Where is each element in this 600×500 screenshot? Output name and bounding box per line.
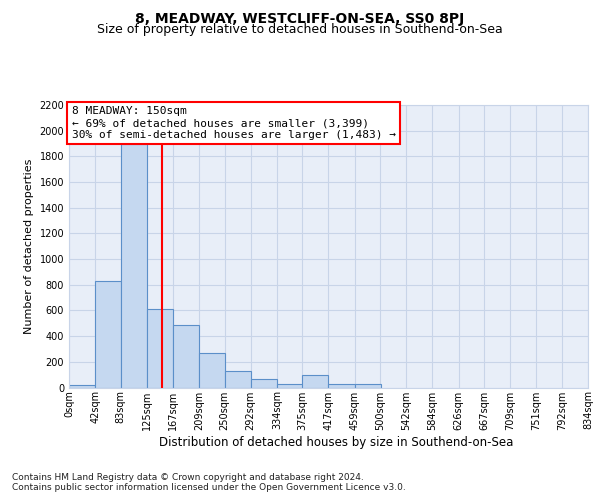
Bar xyxy=(302,374,329,388)
Bar xyxy=(199,354,225,388)
Bar xyxy=(277,384,303,388)
Text: Contains HM Land Registry data © Crown copyright and database right 2024.: Contains HM Land Registry data © Crown c… xyxy=(12,472,364,482)
Text: 8 MEADWAY: 150sqm
← 69% of detached houses are smaller (3,399)
30% of semi-detac: 8 MEADWAY: 150sqm ← 69% of detached hous… xyxy=(71,106,395,140)
Text: Contains public sector information licensed under the Open Government Licence v3: Contains public sector information licen… xyxy=(12,484,406,492)
Bar xyxy=(95,281,121,388)
Bar xyxy=(224,371,251,388)
Bar xyxy=(147,309,173,388)
Bar xyxy=(121,144,147,388)
Text: Size of property relative to detached houses in Southend-on-Sea: Size of property relative to detached ho… xyxy=(97,22,503,36)
Bar xyxy=(355,384,381,388)
Text: 8, MEADWAY, WESTCLIFF-ON-SEA, SS0 8PJ: 8, MEADWAY, WESTCLIFF-ON-SEA, SS0 8PJ xyxy=(136,12,464,26)
Text: Distribution of detached houses by size in Southend-on-Sea: Distribution of detached houses by size … xyxy=(159,436,513,449)
Y-axis label: Number of detached properties: Number of detached properties xyxy=(24,158,34,334)
Bar xyxy=(69,385,95,388)
Bar xyxy=(173,324,199,388)
Bar xyxy=(251,378,277,388)
Bar xyxy=(329,384,355,388)
